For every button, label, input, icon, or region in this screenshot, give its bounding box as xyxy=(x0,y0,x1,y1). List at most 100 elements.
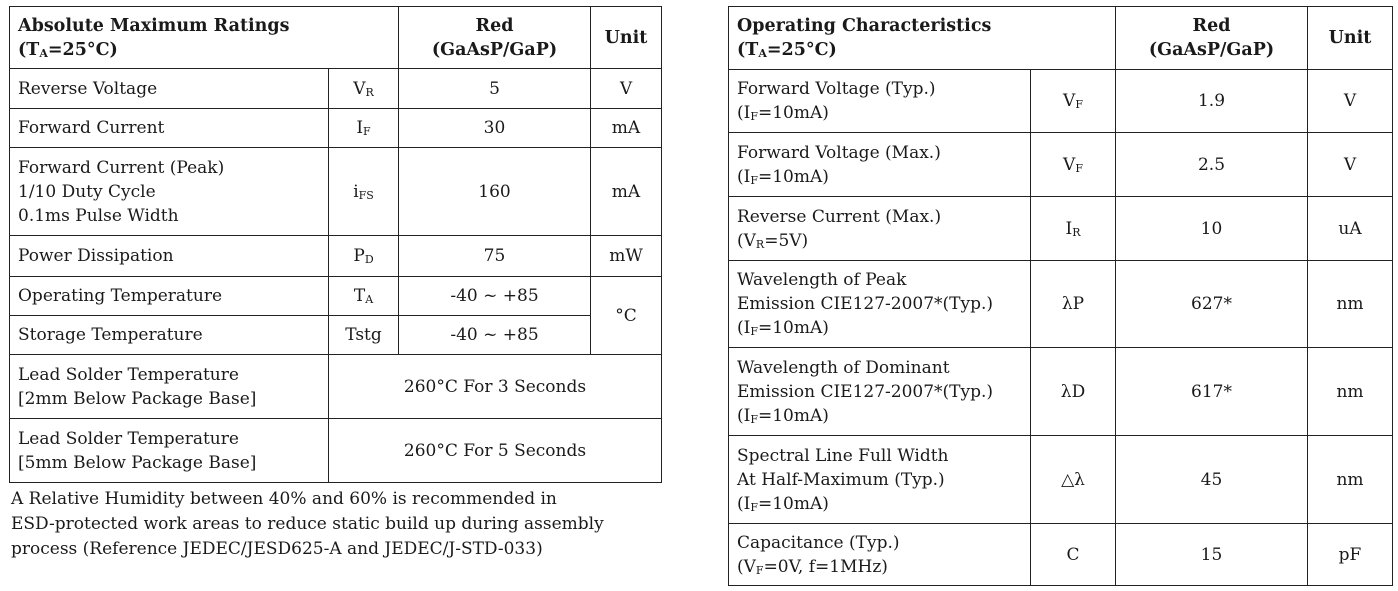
param-line: Emission CIE127-2007*(Typ.) xyxy=(737,381,994,402)
cond-sub: F xyxy=(750,500,758,514)
symbol-cell: △λ xyxy=(1030,435,1116,524)
param-line: Forward Voltage (Max.) xyxy=(737,142,941,163)
condition-sub: A xyxy=(39,46,48,60)
param-line: At Half-Maximum (Typ.) xyxy=(737,469,945,490)
unit-cell: mA xyxy=(590,108,662,148)
unit-cell: uA xyxy=(1307,196,1393,261)
param-condition: (IF=10mA) xyxy=(737,316,1022,340)
humidity-note: A Relative Humidity between 40% and 60% … xyxy=(11,487,671,562)
param-line: Wavelength of Dominant xyxy=(737,357,950,378)
symbol: V xyxy=(353,78,366,99)
cond-sub: F xyxy=(750,325,758,338)
cond-b: =10mA) xyxy=(758,405,829,426)
value-cell: 1.9 xyxy=(1115,69,1308,133)
unit-cell: V xyxy=(590,68,662,109)
param-cell: Capacitance (Typ.) (VF=0V, f=1MHz) xyxy=(728,523,1031,586)
note-line: process (Reference JEDEC/JESD625-A and J… xyxy=(11,539,543,559)
value-cell: 617* xyxy=(1115,347,1308,436)
value-cell: 5 xyxy=(398,68,591,109)
condition-rest: =25°C) xyxy=(47,39,118,60)
param-condition: (IF=10mA) xyxy=(737,404,1022,428)
table-row: Capacitance (Typ.) (VF=0V, f=1MHz) C 15 … xyxy=(728,523,1393,586)
symbol-sub: R xyxy=(365,85,374,99)
cond-a: (I xyxy=(737,405,751,426)
param-cell: Forward Voltage (Typ.) (IF=10mA) xyxy=(728,69,1031,133)
param-cell: Spectral Line Full Width At Half-Maximum… xyxy=(728,435,1031,524)
cond-a: (V xyxy=(737,230,756,251)
header-condition: (TA=25°C) xyxy=(18,38,390,62)
symbol-cell: VF xyxy=(1030,69,1116,133)
header-title-cell: Operating Characteristics (TA=25°C) xyxy=(728,6,1116,70)
symbol-cell: VR xyxy=(328,68,399,109)
param-line: Forward Voltage (Typ.) xyxy=(737,79,936,99)
operating-characteristics-table: Operating Characteristics (TA=25°C) Red … xyxy=(728,6,1393,586)
header-title-cell: Absolute Maximum Ratings (TA=25°C) xyxy=(9,6,399,69)
symbol-cell: λP xyxy=(1030,260,1116,348)
table-header-row: Absolute Maximum Ratings (TA=25°C) Red (… xyxy=(9,6,662,69)
value-cell: 260°C For 5 Seconds xyxy=(328,418,662,483)
table-row: Forward Voltage (Typ.) (IF=10mA) VF 1.9 … xyxy=(728,69,1393,133)
param-condition: (VR=5V) xyxy=(737,229,1022,253)
param-line: Lead Solder Temperature xyxy=(18,428,239,449)
condition-sub: A xyxy=(758,47,767,60)
param-condition: (IF=10mA) xyxy=(737,101,1022,125)
value-cell: 15 xyxy=(1115,523,1308,586)
cond-sub: F xyxy=(750,110,758,123)
symbol-sub: D xyxy=(364,253,374,266)
table-row: Power Dissipation PD 75 mW xyxy=(9,235,662,277)
table-row: Operating Temperature TA -40 ~ +85 °C xyxy=(9,276,662,355)
cond-a: (V xyxy=(737,556,756,577)
param-cell: Wavelength of Dominant Emission CIE127-2… xyxy=(728,347,1031,436)
value-cell: 260°C For 3 Seconds xyxy=(328,354,662,419)
unit-cell: V xyxy=(1307,69,1393,133)
cond-sub: F xyxy=(755,563,764,577)
table-row: Lead Solder Temperature [2mm Below Packa… xyxy=(9,354,662,419)
condition-rest: =25°C) xyxy=(766,40,837,60)
symbol-cell: PD xyxy=(328,235,399,277)
condition-text: (T xyxy=(737,40,759,60)
cond-sub: R xyxy=(755,237,765,251)
symbol-cell: TA xyxy=(328,276,399,316)
param-cell: Forward Current (Peak) 1/10 Duty Cycle 0… xyxy=(9,147,329,236)
param-line: [2mm Below Package Base] xyxy=(18,388,257,409)
header-title: Operating Characteristics xyxy=(737,16,992,36)
param-cell: Storage Temperature xyxy=(9,315,329,355)
value-cell: 75 xyxy=(398,235,591,277)
table-header-row: Operating Characteristics (TA=25°C) Red … xyxy=(728,6,1393,70)
unit-cell: °C xyxy=(590,276,662,355)
param-condition: (VF=0V, f=1MHz) xyxy=(737,555,1022,579)
symbol-sub: A xyxy=(365,293,374,306)
value-cell: -40 ~ +85 xyxy=(398,315,591,355)
header-red-cell: Red (GaAsP/GaP) xyxy=(398,6,591,69)
param-line: 1/10 Duty Cycle xyxy=(18,181,156,202)
symbol-sub: F xyxy=(1075,161,1083,175)
cond-b: =0V, f=1MHz) xyxy=(763,556,888,577)
symbol: i xyxy=(353,181,359,202)
symbol: T xyxy=(353,286,366,306)
symbol-sub: F xyxy=(1075,98,1083,111)
symbol-sub: R xyxy=(1072,225,1081,239)
cond-b: =10mA) xyxy=(758,103,829,123)
unit-cell: mA xyxy=(590,147,662,236)
symbol-cell: Tstg xyxy=(328,315,399,355)
table-row: Forward Current IF 30 mA xyxy=(9,108,662,148)
cond-sub: F xyxy=(750,173,758,187)
param-cell: Reverse Current (Max.) (VR=5V) xyxy=(728,196,1031,261)
param-cell: Forward Current xyxy=(9,108,329,148)
table-row: Reverse Voltage VR 5 V xyxy=(9,68,662,109)
value-cell: 160 xyxy=(398,147,591,236)
condition-text: (T xyxy=(18,39,40,60)
symbol-cell: λD xyxy=(1030,347,1116,436)
symbol-sub: F xyxy=(363,125,371,138)
param-cell: Forward Voltage (Max.) (IF=10mA) xyxy=(728,132,1031,197)
param-cell: Wavelength of Peak Emission CIE127-2007*… xyxy=(728,260,1031,348)
unit-cell: nm xyxy=(1307,435,1393,524)
table-row: Spectral Line Full Width At Half-Maximum… xyxy=(728,435,1393,524)
cond-b: =10mA) xyxy=(758,166,829,187)
unit-cell: mW xyxy=(590,235,662,277)
param-line: Reverse Current (Max.) xyxy=(737,206,942,227)
param-line: Spectral Line Full Width xyxy=(737,445,949,466)
symbol-cell: IF xyxy=(328,108,399,148)
header-title: Absolute Maximum Ratings xyxy=(18,15,290,36)
note-line: A Relative Humidity between 40% and 60% … xyxy=(11,489,557,509)
